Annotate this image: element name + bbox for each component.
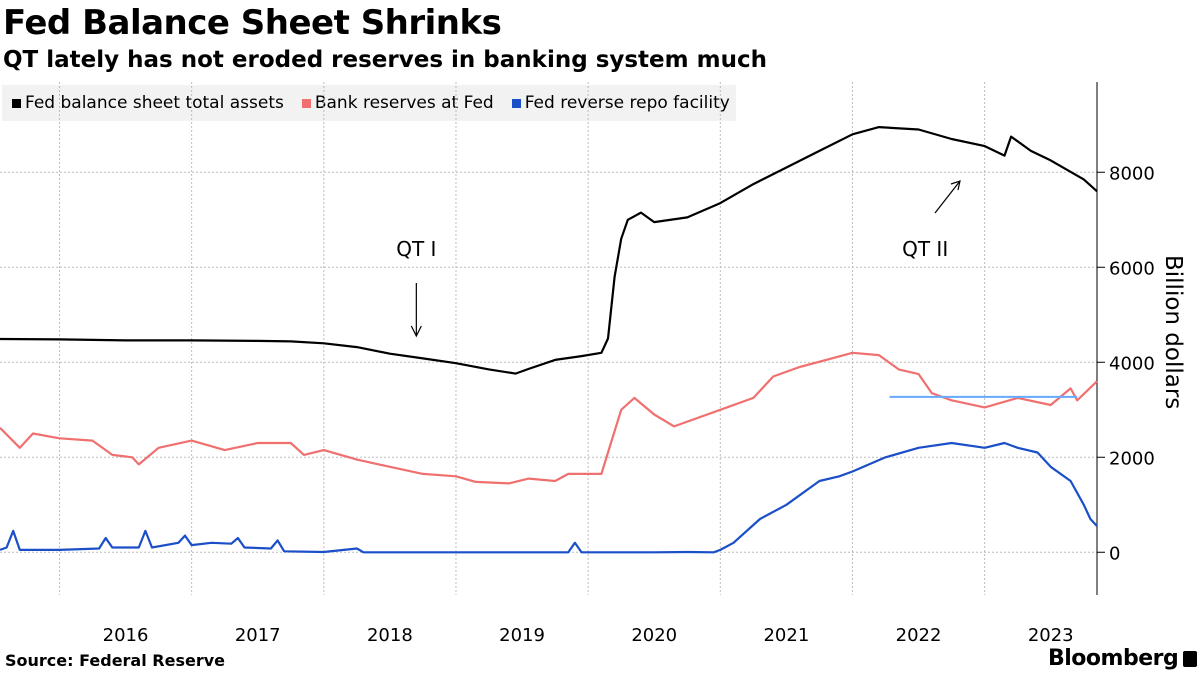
legend-item-bank-reserves: Bank reserves at Fed (301, 93, 494, 113)
x-tick-label: 2018 (367, 625, 413, 646)
x-tick-label: 2023 (1028, 625, 1074, 646)
x-tick-label: 2016 (103, 625, 149, 646)
arrow-qt2-shaft (934, 180, 961, 214)
total-assets-line (0, 126, 1098, 375)
y-tick-label: 4000 (1109, 353, 1155, 374)
arrow-qt2-head (950, 180, 961, 191)
legend-label-bank-reserves: Bank reserves at Fed (314, 93, 494, 113)
legend-label-total-assets: Fed balance sheet total assets (25, 93, 284, 113)
y-tick-label: 2000 (1109, 448, 1155, 469)
legend-label-reverse-repo: Fed reverse repo facility (524, 93, 730, 113)
x-tick-label: 2021 (763, 625, 809, 646)
brand-name: Bloomberg (1048, 646, 1179, 671)
x-tick-label: 2022 (896, 625, 942, 646)
bloomberg-badge-icon (1183, 650, 1198, 667)
chart-title: Fed Balance Sheet Shrinks (3, 3, 502, 43)
bank-reserves-line (0, 351, 1098, 485)
source-note: Source: Federal Reserve (5, 651, 225, 670)
annotation-qt1: QT I (396, 237, 436, 261)
legend: Fed balance sheet total assets Bank rese… (2, 85, 736, 121)
legend-swatch-bank-reserves (301, 98, 311, 108)
chart-subtitle: QT lately has not eroded reserves in ban… (3, 47, 767, 73)
y-tick-label: 6000 (1109, 258, 1155, 279)
legend-swatch-total-assets (12, 98, 21, 108)
arrow-qt1-head (410, 325, 422, 338)
legend-swatch-reverse-repo (511, 98, 521, 108)
y-axis-label: Billion dollars (1160, 255, 1186, 410)
annotation-qt2: QT II (902, 237, 948, 261)
y-tick-label: 8000 (1109, 163, 1155, 184)
y-tick-label: 0 (1109, 543, 1120, 564)
reverse-repo-line (0, 441, 1098, 554)
legend-item-reverse-repo: Fed reverse repo facility (511, 93, 730, 113)
legend-item-total-assets: Fed balance sheet total assets (12, 93, 284, 113)
bloomberg-logo: Bloomberg (1048, 646, 1198, 671)
x-tick-label: 2019 (499, 625, 545, 646)
x-tick-label: 2020 (631, 625, 677, 646)
x-tick-label: 2017 (235, 625, 281, 646)
